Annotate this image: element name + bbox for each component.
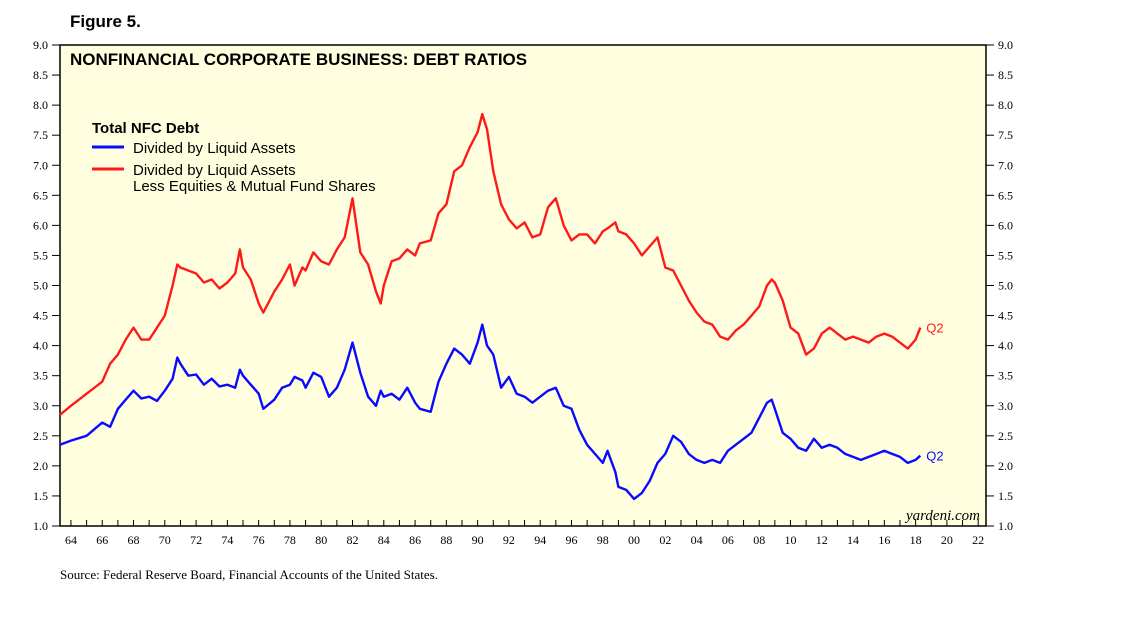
x-tick-label: 76 [253,533,265,547]
y-tick-label-left: 7.0 [33,158,48,172]
y-tick-label-left: 6.5 [33,188,48,202]
y-tick-label-right: 5.0 [998,279,1013,293]
legend-title: Total NFC Debt [92,120,199,137]
y-tick-label-left: 5.5 [33,248,48,262]
x-tick-label: 90 [472,533,484,547]
x-tick-label: 20 [941,533,953,547]
y-tick-label-right: 3.5 [998,369,1013,383]
x-tick-label: 96 [565,533,577,547]
x-tick-label: 02 [659,533,671,547]
x-tick-label: 94 [534,533,546,547]
y-tick-label-left: 2.0 [33,459,48,473]
y-tick-label-right: 3.0 [998,399,1013,413]
figure-label: Figure 5. [70,12,141,31]
y-tick-label-right: 5.5 [998,248,1013,262]
x-tick-label: 00 [628,533,640,547]
x-tick-label: 16 [878,533,890,547]
x-tick-label: 88 [440,533,452,547]
x-tick-label: 68 [128,533,140,547]
series-liquid-assets-line [59,323,922,501]
series-end-label: Q2 [926,449,943,464]
y-tick-label-left: 2.5 [33,429,48,443]
y-tick-label-left: 3.5 [33,369,48,383]
series-liquid-assets-less-equities-line [59,112,922,416]
x-tick-label: 14 [847,533,859,547]
legend-label-liquid-assets-less-equities: Divided by Liquid Assets [133,162,296,179]
x-tick-label: 86 [409,533,421,547]
x-axis: 64 66 68 70 72 74 76 78 80 82 84 86 88 90 92 94 96 98 00 02… [65,520,984,547]
x-tick-label: 04 [691,533,703,547]
x-tick-label: 72 [190,533,202,547]
x-tick-label: 06 [722,533,734,547]
x-tick-label: 78 [284,533,296,547]
y-tick-label-right: 6.0 [998,218,1013,232]
x-tick-label: 18 [910,533,922,547]
y-tick-label-right: 7.0 [998,158,1013,172]
legend-label-liquid-assets-less-equities-line2: Less Equities & Mutual Fund Shares [133,178,376,195]
x-tick-label: 12 [816,533,828,547]
x-tick-label: 70 [159,533,171,547]
x-tick-label: 10 [784,533,796,547]
x-tick-label: 92 [503,533,515,547]
x-tick-label: 08 [753,533,765,547]
watermark: yardeni.com [904,508,980,524]
y-tick-label-right: 1.5 [998,489,1013,503]
x-tick-label: 98 [597,533,609,547]
y-tick-label-right: 2.0 [998,459,1013,473]
y-tick-label-right: 6.5 [998,188,1013,202]
x-tick-label: 82 [347,533,359,547]
y-tick-label-left: 5.0 [33,279,48,293]
source-note: Source: Federal Reserve Board, Financial… [60,567,438,582]
x-tick-label: 22 [972,533,984,547]
y-tick-label-left: 6.0 [33,218,48,232]
chart-title: NONFINANCIAL CORPORATE BUSINESS: DEBT RA… [70,50,527,69]
y-tick-label-left: 8.0 [33,98,48,112]
y-tick-label-right: 1.0 [998,519,1013,533]
y-tick-label-left: 8.5 [33,68,48,82]
y-tick-label-right: 9.0 [998,38,1013,52]
y-tick-label-right: 8.0 [998,98,1013,112]
y-tick-label-right: 7.5 [998,128,1013,142]
y-tick-label-left: 1.0 [33,519,48,533]
x-tick-label: 66 [96,533,108,547]
y-tick-label-right: 4.0 [998,339,1013,353]
y-tick-label-left: 1.5 [33,489,48,503]
legend-label-liquid-assets: Divided by Liquid Assets [133,140,296,157]
x-tick-label: 74 [221,533,233,547]
series-end-label: Q2 [926,321,943,336]
x-tick-label: 80 [315,533,327,547]
y-axis: 1.0 1.0 1.5 1.5 2.0 2.0 2.5 2.5 3.0 3.0 3.5 3.5 4.0 4… [33,38,1013,533]
y-tick-label-left: 4.0 [33,339,48,353]
x-tick-label: 84 [378,533,390,547]
y-tick-label-left: 7.5 [33,128,48,142]
x-tick-label: 64 [65,533,77,547]
chart: 1.0 1.0 1.5 1.5 2.0 2.0 2.5 2.5 3.0 3.0 3.5 3.5 4.0 4… [33,38,1013,547]
y-tick-label-right: 4.5 [998,309,1013,323]
y-tick-label-left: 3.0 [33,399,48,413]
y-tick-label-right: 2.5 [998,429,1013,443]
y-tick-label-left: 4.5 [33,309,48,323]
series-layer: Q2 Q2 [59,112,944,501]
y-tick-label-right: 8.5 [998,68,1013,82]
y-tick-label-left: 9.0 [33,38,48,52]
